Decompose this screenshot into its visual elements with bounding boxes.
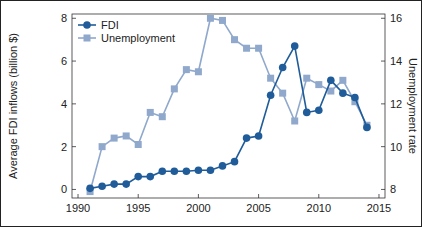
series-marker	[303, 75, 310, 82]
series-marker	[279, 64, 287, 72]
x-tick-label: 1990	[66, 202, 90, 214]
series-marker	[339, 89, 347, 97]
series-line	[90, 46, 367, 188]
series-marker	[279, 90, 286, 97]
series-marker	[267, 75, 274, 82]
series-marker	[134, 173, 142, 181]
series-marker	[267, 92, 275, 100]
series-line	[90, 18, 367, 191]
y-axis-label: Average FDI inflows (billion $)	[7, 33, 19, 179]
series-marker	[135, 141, 142, 148]
series-marker	[195, 68, 202, 75]
y-tick-label: 8	[61, 12, 67, 24]
series-marker	[351, 94, 359, 102]
x-tick-label: 2015	[367, 202, 391, 214]
series-marker	[231, 158, 239, 166]
series-marker	[110, 180, 118, 188]
y2-tick-label: 8	[390, 183, 396, 195]
series-marker	[147, 109, 154, 116]
chart: 1990 1995 2000 2005 2010 2015 0 2 4 6 8 8 10 12 14 16 Av…	[0, 0, 422, 227]
series-marker	[291, 42, 299, 50]
series-marker	[122, 180, 130, 188]
y2-tick	[381, 103, 385, 104]
legend-label: Unemployment	[101, 32, 175, 44]
legend: FDIUnemployment	[78, 19, 175, 44]
y2-tick	[381, 189, 385, 190]
legend-marker	[83, 21, 91, 29]
series-marker	[99, 143, 106, 150]
series-marker	[86, 185, 94, 193]
y-tick	[72, 146, 76, 147]
y2-tick	[381, 61, 385, 62]
y2-tick-label: 14	[390, 55, 402, 67]
y2-tick-label: 10	[390, 141, 402, 153]
series-marker	[243, 134, 251, 142]
y-tick	[72, 61, 76, 62]
series-marker	[327, 77, 335, 85]
y-tick-label: 4	[61, 98, 67, 110]
series-marker	[158, 167, 166, 175]
outer-border	[1, 1, 422, 227]
series-marker	[171, 85, 178, 92]
series-marker	[123, 132, 130, 139]
y2-tick-label: 12	[390, 98, 402, 110]
series-marker	[195, 166, 203, 174]
x-tick	[318, 194, 319, 198]
series-marker	[339, 77, 346, 84]
y-tick	[72, 18, 76, 19]
y2-axis-label: Unemployment rate	[407, 58, 419, 154]
y-tick	[72, 189, 76, 190]
series-marker	[231, 36, 238, 43]
series-marker	[315, 81, 322, 88]
plot-frame	[72, 14, 385, 198]
x-tick	[138, 194, 139, 198]
series-marker	[98, 182, 106, 190]
y2-tick	[381, 146, 385, 147]
plot-area	[86, 15, 370, 195]
series-marker	[146, 173, 154, 181]
x-tick	[378, 194, 379, 198]
series-marker	[207, 15, 214, 22]
y-tick-label: 2	[61, 141, 67, 153]
series-marker	[243, 45, 250, 52]
x-tick-label: 2010	[307, 202, 331, 214]
x-tick-label: 2005	[246, 202, 270, 214]
series-marker	[315, 106, 323, 114]
y-tick	[72, 103, 76, 104]
series-marker	[171, 167, 179, 175]
series-marker	[303, 109, 311, 117]
y2-tick	[381, 18, 385, 19]
series-marker	[207, 166, 215, 174]
x-tick	[258, 194, 259, 198]
x-tick-label: 1995	[126, 202, 150, 214]
y2-tick-label: 16	[390, 12, 402, 24]
x-tick	[198, 194, 199, 198]
x-tick	[78, 194, 79, 198]
series-marker	[255, 45, 262, 52]
series-marker	[363, 124, 371, 132]
series-marker	[183, 66, 190, 73]
x-tick-label: 2000	[186, 202, 210, 214]
legend-marker	[84, 35, 91, 42]
series-marker	[159, 113, 166, 120]
series-marker	[255, 132, 263, 140]
series-marker	[183, 167, 191, 175]
series-marker	[111, 135, 118, 142]
y-tick-label: 0	[61, 183, 67, 195]
series-marker	[291, 117, 298, 124]
y-tick-label: 6	[61, 55, 67, 67]
series-marker	[219, 17, 226, 24]
legend-label: FDI	[101, 19, 119, 31]
series-marker	[219, 162, 227, 170]
